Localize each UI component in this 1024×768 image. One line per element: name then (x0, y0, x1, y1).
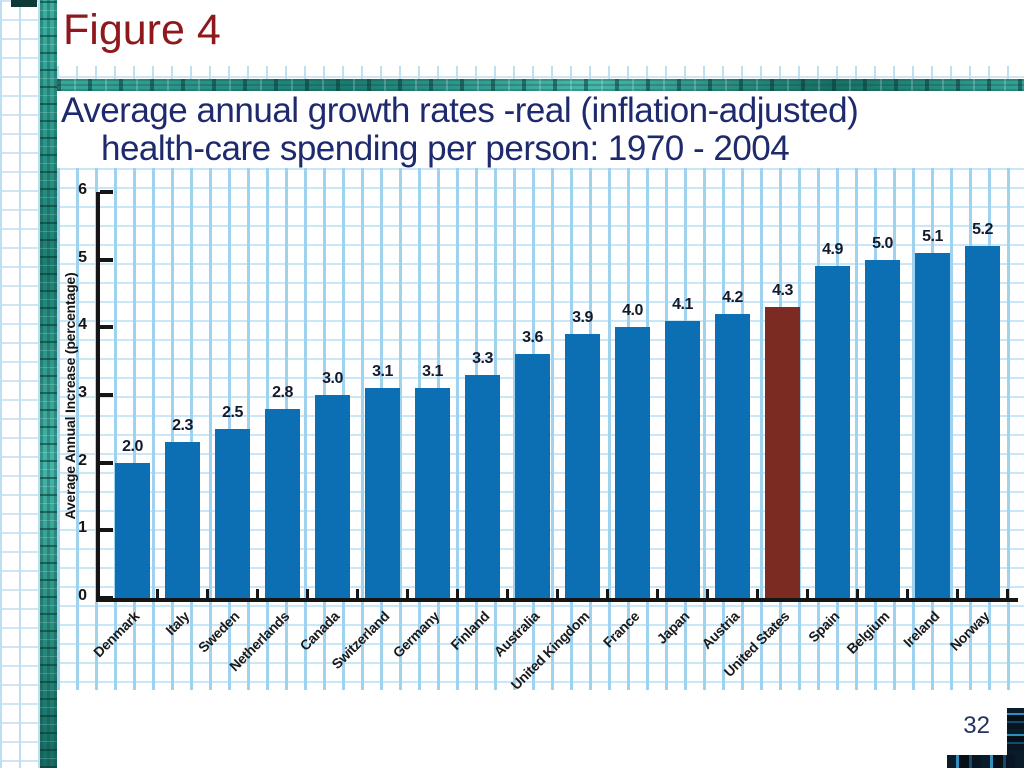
chart-bar-denmark (115, 462, 150, 598)
baseline-tick (606, 589, 609, 598)
chart-region: Average Annual Increase (percentage) 2.0… (57, 168, 1024, 693)
baseline-tick (506, 589, 509, 598)
chart-bar-finland (465, 374, 500, 598)
bar-value-label: 4.2 (722, 288, 743, 306)
baseline-tick (156, 589, 159, 598)
bar-value-label: 3.9 (572, 309, 593, 327)
baseline-tick (456, 589, 459, 598)
bar-value-label: 3.0 (322, 370, 343, 387)
y-tick-label: 3 (78, 384, 87, 401)
y-tick-label: 5 (78, 248, 87, 266)
chart-bar-austria (715, 313, 750, 598)
bar-value-label: 4.1 (672, 295, 693, 313)
bottom-margin (57, 690, 1024, 768)
corner-chip-decoration (11, 0, 37, 7)
y-axis-tick (100, 528, 113, 533)
baseline-tick (206, 589, 209, 598)
corner-photo-horizontal (947, 755, 1024, 768)
bar-value-label: 3.3 (472, 349, 493, 367)
bar-value-label: 5.0 (872, 234, 893, 252)
bar-value-label: 3.1 (422, 363, 443, 381)
chart-bar-sweden (215, 428, 250, 598)
y-axis-tick (100, 257, 113, 262)
subtitle-line-1: Average annual growth rates -real (infla… (61, 91, 859, 130)
bar-value-label: 3.1 (372, 363, 393, 381)
chart-bar-canada (315, 395, 350, 598)
left-teal-border (40, 0, 57, 768)
chart-bar-netherlands (265, 408, 300, 598)
page-number: 32 (963, 712, 990, 739)
corner-photo-vertical (1007, 708, 1024, 768)
top-teal-divider (57, 79, 1024, 91)
y-tick-label: 0 (78, 587, 87, 604)
y-axis-tick (100, 460, 113, 465)
chart-bar-belgium (865, 259, 900, 598)
bar-value-label: 5.1 (922, 227, 943, 245)
bar-value-label: 3.6 (522, 329, 543, 347)
bar-value-label: 2.5 (222, 403, 243, 421)
page-title: Figure 4 (63, 6, 221, 54)
y-tick-label: 2 (78, 451, 87, 469)
baseline-tick (956, 589, 959, 598)
baseline-tick (306, 589, 309, 598)
baseline-tick (906, 589, 909, 598)
baseline-tick (706, 589, 709, 598)
baseline-tick (806, 589, 809, 598)
bar-value-label: 5.2 (972, 221, 993, 239)
chart-bar-france (615, 327, 650, 598)
y-tick-label: 6 (78, 181, 87, 198)
baseline-tick (556, 589, 559, 598)
y-tick-label: 4 (78, 316, 87, 334)
chart-bar-ireland (915, 252, 950, 598)
y-axis-tick (100, 393, 113, 397)
subtitle-line-2: health-care spending per person: 1970 - … (101, 129, 790, 168)
chart-bar-norway (965, 246, 1000, 598)
baseline-tick (406, 589, 409, 598)
y-tick-label: 1 (78, 519, 87, 537)
baseline-tick (356, 589, 359, 598)
bar-value-label: 4.3 (772, 282, 793, 300)
chart-bar-australia (515, 354, 550, 598)
y-axis-tick (100, 596, 113, 600)
chart-bar-japan (665, 320, 700, 598)
plot-area: 2.0 2.3 2.5 2.8 3.0 3.1 3.1 3.3 3.6 3.9 4.0 4.1 4.2 4… (96, 190, 1018, 602)
baseline-tick (256, 589, 259, 598)
bar-value-label: 4.9 (822, 241, 843, 259)
baseline-tick (856, 589, 859, 598)
chart-bar-spain (815, 266, 850, 598)
bar-value-label: 2.3 (172, 417, 193, 435)
bar-value-label: 2.8 (272, 383, 293, 401)
subtitle-box: Average annual growth rates -real (infla… (57, 91, 1024, 168)
chart-bar-united-states (765, 307, 800, 598)
chart-bar-united-kingdom (565, 334, 600, 598)
y-axis-tick (100, 190, 113, 194)
y-axis-tick (100, 325, 113, 330)
chart-bar-germany (415, 388, 450, 598)
baseline-tick (656, 589, 659, 598)
chart-bar-switzerland (365, 388, 400, 598)
bar-value-label: 2.0 (122, 437, 143, 455)
baseline-tick (1006, 589, 1009, 598)
baseline-tick (756, 589, 759, 598)
bar-value-label: 4.0 (622, 302, 643, 320)
chart-bar-italy (165, 442, 200, 598)
title-box: Figure 4 (57, 0, 1024, 66)
